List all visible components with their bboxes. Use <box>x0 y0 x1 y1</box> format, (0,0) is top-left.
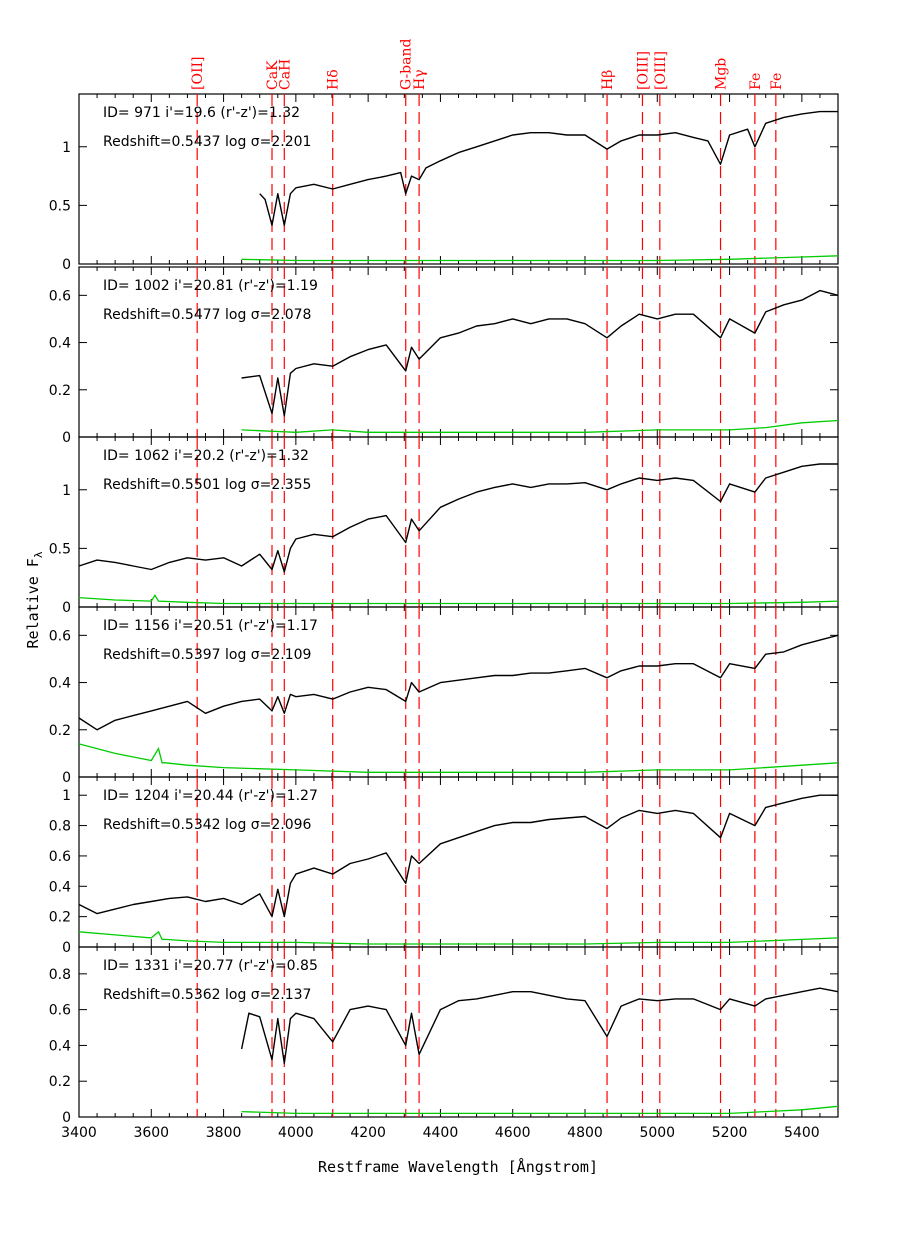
y-tick-label: 0.2 <box>49 723 71 739</box>
noise-spectrum <box>241 1105 839 1115</box>
panel-id-text: ID= 971 i'=19.6 (r'-z')=1.32 <box>103 105 300 121</box>
x-tick-label: 3600 <box>133 1125 169 1141</box>
noise-spectrum <box>241 255 839 262</box>
y-axis-title-main: Relative F <box>24 558 42 648</box>
spectral-line-label: Hδ <box>326 69 342 90</box>
y-tick-label: 0 <box>62 1110 71 1126</box>
spectral-line-label: Mgb <box>714 58 730 90</box>
galaxy-spectrum <box>241 289 839 417</box>
y-tick-label: 0 <box>62 770 71 786</box>
panel-redshift-text: Redshift=0.5342 log σ=2.096 <box>103 817 312 833</box>
spectrum-panel-3: 0 0.5 1 ID= 1062 i'=20.2 (r'-z')=1.32 Redshi… <box>49 436 839 616</box>
panel-redshift-text: Redshift=0.5362 log σ=2.137 <box>103 987 311 1003</box>
panel-redshift-text: Redshift=0.5437 log σ=2.201 <box>103 134 311 150</box>
panel-id-text: ID= 1204 i'=20.44 (r'-z')=1.27 <box>103 788 318 804</box>
x-tick-label: 3800 <box>206 1125 242 1141</box>
noise-spectrum <box>241 419 839 433</box>
panel-redshift-text: Redshift=0.5397 log σ=2.109 <box>103 647 311 663</box>
x-tick-label: 5200 <box>712 1125 748 1141</box>
x-tick-label: 4000 <box>278 1125 314 1141</box>
y-axis-title-sub: λ <box>32 551 45 558</box>
y-tick-label: 0.6 <box>49 1003 71 1019</box>
x-tick-label: 4800 <box>567 1125 603 1141</box>
panel-id-text: ID= 1002 i'=20.81 (r'-z')=1.19 <box>103 278 318 294</box>
spectral-line-label: [OIII] <box>635 51 651 90</box>
spectral-line-label: [OII] <box>190 57 206 90</box>
panel-redshift-text: Redshift=0.5477 log σ=2.078 <box>103 307 311 323</box>
panel-redshift-text: Redshift=0.5501 log σ=2.355 <box>103 477 311 493</box>
y-tick-label: 0 <box>62 600 71 616</box>
spectrum-panel-6: 0 0.2 0.4 0.6 0.8 ID= 1331 i'=20.77 (r'-z')=0… <box>49 946 839 1126</box>
x-axis-title: Restframe Wavelength [Ångstrom] <box>318 1157 598 1176</box>
y-tick-label: 0.6 <box>49 849 71 865</box>
panel-id-text: ID= 1331 i'=20.77 (r'-z')=0.85 <box>103 958 318 974</box>
y-tick-label: 0 <box>62 257 71 273</box>
x-tick-label: 5400 <box>784 1125 820 1141</box>
galaxy-spectrum <box>259 110 838 227</box>
y-tick-label: 0.5 <box>49 541 71 557</box>
y-tick-label: 0.4 <box>49 879 71 895</box>
spectral-line-label: Fe <box>748 73 764 90</box>
spectral-line-label: G-band <box>399 39 415 90</box>
y-tick-label: 0.6 <box>49 628 71 644</box>
galaxy-spectrum <box>240 987 839 1065</box>
spectral-line-label: [OIII] <box>653 51 669 90</box>
spectrum-panel-5: 0 0.2 0.4 0.6 0.8 1 ID= 1204 i'=20.44 (r'-z')=… <box>49 776 839 956</box>
spectral-line-label: Hβ <box>600 70 616 90</box>
noise-spectrum <box>78 930 839 945</box>
panel-id-text: ID= 1062 i'=20.2 (r'-z')=1.32 <box>103 448 309 464</box>
x-axis-ticks: 3400 3600 3800 4000 4200 4400 4600 4800 5000 5200… <box>61 1125 819 1141</box>
y-tick-label: 0.2 <box>49 383 71 399</box>
y-tick-label: 1 <box>62 483 71 499</box>
x-tick-label: 4600 <box>495 1125 531 1141</box>
galaxy-spectrum <box>78 634 839 731</box>
x-tick-label: 5000 <box>639 1125 675 1141</box>
y-tick-label: 0.5 <box>49 198 71 214</box>
y-tick-label: 0.8 <box>49 819 71 835</box>
x-tick-label: 4200 <box>350 1125 386 1141</box>
y-tick-label: 0.4 <box>49 1038 71 1054</box>
y-tick-label: 1 <box>62 140 71 156</box>
spectrum-panel-2: 0 0.2 0.4 0.6 ID= 1002 i'=20.81 (r'-z')=1.19… <box>49 266 839 446</box>
spectrum-panel-4: 0 0.2 0.4 0.6 ID= 1156 i'=20.51 (r'-z')=1.17… <box>49 606 839 786</box>
spectral-line-label: CaK <box>265 60 281 90</box>
spectra-panels: 0 0.5 1 ID= 971 i'=19.6 (r'-z')=1.32 Redshif… <box>49 93 839 1126</box>
y-tick-label: 0.4 <box>49 336 71 352</box>
y-tick-label: 0.2 <box>49 1074 71 1090</box>
x-tick-label: 3400 <box>61 1125 97 1141</box>
panel-id-text: ID= 1156 i'=20.51 (r'-z')=1.17 <box>103 618 318 634</box>
spectral-line-label: Hγ <box>412 69 428 90</box>
y-tick-label: 0.8 <box>49 967 71 983</box>
y-axis-title: Relative Fλ <box>24 551 45 648</box>
y-tick-label: 0.4 <box>49 676 71 692</box>
noise-spectrum <box>78 743 839 773</box>
y-tick-label: 0.2 <box>49 910 71 926</box>
y-tick-label: 1 <box>62 788 71 804</box>
noise-spectrum <box>78 594 839 605</box>
x-tick-label: 4400 <box>423 1125 459 1141</box>
spectrum-panel-1: 0 0.5 1 ID= 971 i'=19.6 (r'-z')=1.32 Redshif… <box>49 93 839 273</box>
spectral-line-label: CaH <box>277 59 293 90</box>
spectral-line-label: Fe <box>769 73 785 90</box>
galaxy-spectrum <box>78 463 838 573</box>
y-tick-label: 0 <box>62 940 71 956</box>
y-tick-label: 0.6 <box>49 288 71 304</box>
galaxy-spectrum <box>78 794 838 918</box>
y-tick-label: 0 <box>62 430 71 446</box>
